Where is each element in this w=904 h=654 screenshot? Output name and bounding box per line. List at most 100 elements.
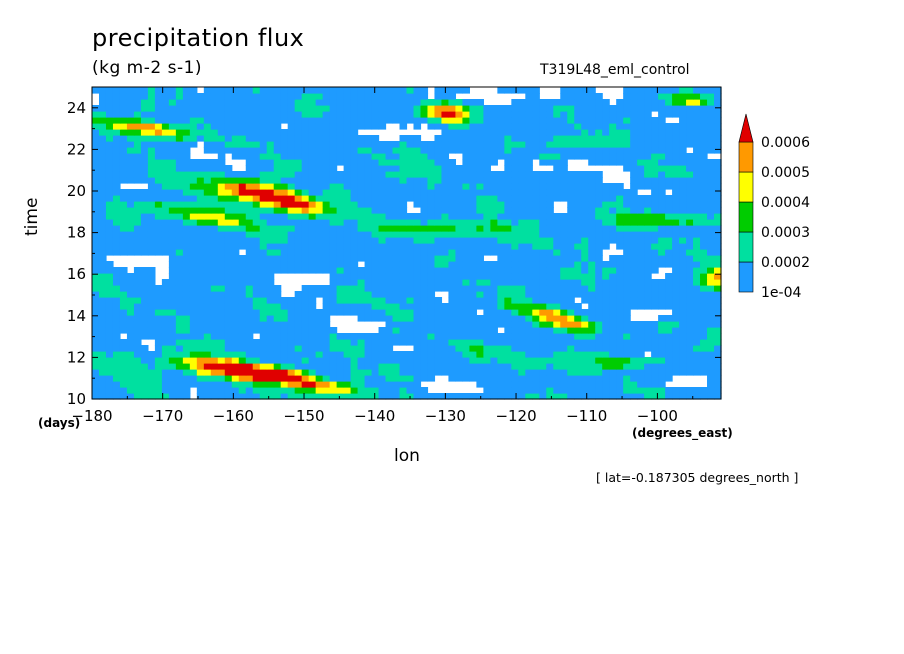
- heatmap-cell: [343, 357, 352, 364]
- heatmap-cell: [567, 243, 575, 250]
- heatmap-cell: [581, 129, 589, 136]
- heatmap-cell: [707, 123, 715, 130]
- heatmap-cell: [203, 327, 212, 334]
- heatmap-cell: [490, 159, 498, 166]
- heatmap-cell: [567, 87, 575, 94]
- heatmap-cell: [196, 363, 205, 370]
- heatmap-cell: [574, 207, 582, 214]
- heatmap-cell: [245, 237, 254, 244]
- heatmap-cell: [539, 231, 547, 238]
- heatmap-cell: [672, 231, 680, 238]
- heatmap-cell: [658, 189, 666, 196]
- heatmap-cell: [245, 285, 254, 292]
- heatmap-cell: [427, 207, 436, 214]
- heatmap-cell: [595, 189, 603, 196]
- heatmap-cell: [665, 261, 673, 268]
- heatmap-cell: [441, 189, 450, 196]
- heatmap-cell: [476, 213, 484, 220]
- heatmap-cell: [147, 183, 156, 190]
- heatmap-cell: [427, 219, 436, 226]
- heatmap-cell: [168, 141, 177, 148]
- heatmap-cell: [126, 243, 135, 250]
- heatmap-cell: [105, 225, 114, 232]
- heatmap-cell: [322, 351, 331, 358]
- heatmap-cell: [518, 219, 526, 226]
- heatmap-cell: [175, 207, 184, 214]
- heatmap-cell: [98, 213, 107, 220]
- heatmap-cell: [315, 183, 324, 190]
- heatmap-cell: [693, 237, 701, 244]
- heatmap-cell: [315, 171, 324, 178]
- heatmap-cell: [413, 243, 422, 250]
- heatmap-cell: [287, 201, 296, 208]
- heatmap-cell: [567, 357, 575, 364]
- heatmap-cell: [385, 117, 394, 124]
- heatmap-cell: [126, 351, 135, 358]
- heatmap-cell: [448, 135, 457, 142]
- heatmap-cell: [644, 153, 652, 160]
- heatmap-cell: [231, 183, 240, 190]
- heatmap-cell: [133, 309, 142, 316]
- heatmap-cell: [385, 183, 394, 190]
- heatmap-cell: [616, 291, 624, 298]
- heatmap-cell: [651, 357, 659, 364]
- heatmap-cell: [301, 141, 310, 148]
- heatmap-cell: [315, 285, 324, 292]
- heatmap-cell: [406, 225, 415, 232]
- heatmap-cell: [707, 339, 715, 346]
- heatmap-cell: [518, 237, 526, 244]
- heatmap-cell: [196, 183, 205, 190]
- heatmap-cell: [392, 153, 401, 160]
- heatmap-cell: [434, 345, 443, 352]
- heatmap-cell: [602, 243, 610, 250]
- heatmap-cell: [658, 99, 666, 106]
- heatmap-cell: [539, 321, 547, 328]
- heatmap-cell: [231, 111, 240, 118]
- heatmap-cell: [630, 225, 638, 232]
- heatmap-cell: [175, 111, 184, 118]
- heatmap-cell: [364, 279, 373, 286]
- heatmap-cell: [546, 159, 554, 166]
- heatmap-cell: [308, 225, 317, 232]
- heatmap-cell: [385, 291, 394, 298]
- heatmap-cell: [336, 141, 345, 148]
- heatmap-cell: [469, 231, 477, 238]
- heatmap-cell: [420, 309, 429, 316]
- heatmap-cell: [266, 135, 275, 142]
- heatmap-cell: [154, 105, 163, 112]
- heatmap-cell: [182, 135, 191, 142]
- heatmap-cell: [133, 321, 142, 328]
- heatmap-cell: [182, 297, 191, 304]
- heatmap-cell: [175, 351, 184, 358]
- heatmap-cell: [595, 345, 603, 352]
- heatmap-cell: [476, 315, 484, 322]
- heatmap-cell: [231, 375, 240, 382]
- heatmap-cell: [651, 105, 659, 112]
- heatmap-cell: [560, 87, 568, 94]
- heatmap-cell: [154, 327, 163, 334]
- heatmap-cell: [532, 363, 540, 370]
- heatmap-cell: [511, 117, 519, 124]
- heatmap-cell: [427, 363, 436, 370]
- heatmap-cell: [644, 171, 652, 178]
- heatmap-cell: [532, 111, 540, 118]
- heatmap-cell: [182, 243, 191, 250]
- heatmap-cell: [189, 345, 198, 352]
- heatmap-cell: [210, 189, 219, 196]
- heatmap-cell: [350, 261, 359, 268]
- heatmap-cell: [413, 135, 422, 142]
- heatmap-cell: [147, 315, 156, 322]
- heatmap-cell: [567, 327, 575, 334]
- heatmap-cell: [336, 207, 345, 214]
- heatmap-cell: [707, 147, 715, 154]
- heatmap-cell: [266, 327, 275, 334]
- heatmap-cell: [266, 255, 275, 262]
- heatmap-cell: [665, 333, 673, 340]
- heatmap-cell: [350, 105, 359, 112]
- heatmap-cell: [322, 369, 331, 376]
- heatmap-cell: [693, 99, 701, 106]
- heatmap-cell: [322, 93, 331, 100]
- heatmap-cell: [525, 183, 533, 190]
- heatmap-cell: [504, 363, 512, 370]
- heatmap-cell: [378, 267, 387, 274]
